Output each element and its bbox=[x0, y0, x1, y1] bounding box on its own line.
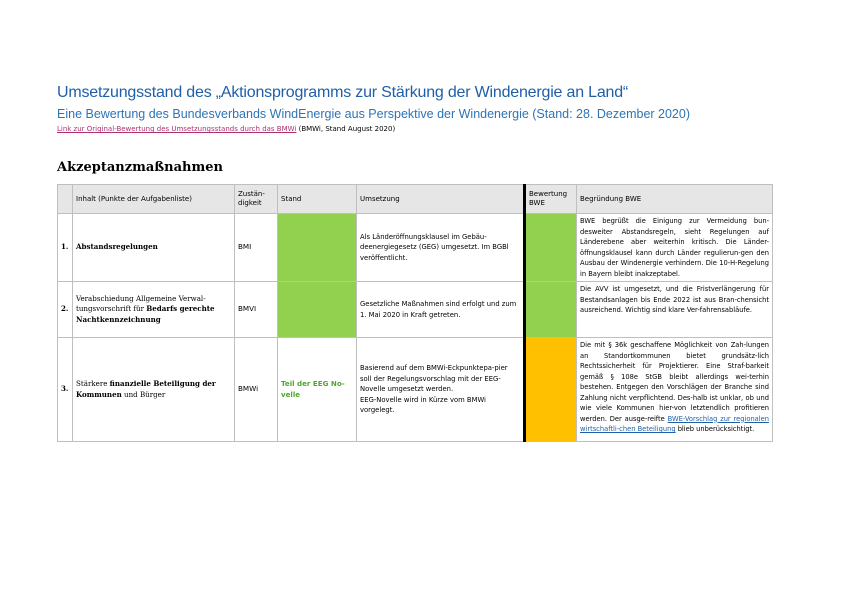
row-zustaendigkeit: BMWi bbox=[234, 337, 278, 442]
row-umsetzung: Als Länderöffnungsklausel im Gebäu-deene… bbox=[356, 213, 525, 282]
page-subtitle: Eine Bewertung des Bundesverbands WindEn… bbox=[57, 107, 691, 121]
page-title: Umsetzungsstand des „Aktionsprogramms zu… bbox=[57, 84, 629, 101]
row-begruendung: Die mit § 36k geschaffene Möglichkeit vo… bbox=[576, 337, 773, 442]
header-zustaendigkeit: Zustän-digkeit bbox=[234, 184, 278, 214]
header-begruendung: Begründung BWE bbox=[576, 184, 773, 214]
assessment-table: Inhalt (Punkte der Aufgabenliste) Zustän… bbox=[57, 184, 773, 442]
row-stand-status: Teil der EEG No-velle bbox=[277, 337, 357, 442]
original-assessment-link[interactable]: Link zur Original-Bewertung des Umsetzun… bbox=[57, 125, 297, 133]
row-inhalt-text: Verabschiedung Allgemeine Verwal-tungsvo… bbox=[76, 293, 206, 314]
umsetzung-text-2: EEG-Novelle wird in Kürze vom BMWi vorge… bbox=[360, 395, 486, 415]
row-umsetzung: Gesetzliche Maßnahmen sind erfolgt und z… bbox=[356, 281, 525, 338]
header-bewertung: Bewertung BWE bbox=[523, 184, 577, 214]
row-number: 3. bbox=[57, 337, 73, 442]
header-stand: Stand bbox=[277, 184, 357, 214]
table-row: 2. Verabschiedung Allgemeine Verwal-tung… bbox=[57, 281, 773, 338]
row-bewertung-status bbox=[523, 281, 577, 338]
row-inhalt: Abstandsregelungen bbox=[72, 213, 235, 282]
stand-label: Teil der EEG No-velle bbox=[281, 379, 345, 399]
begruendung-text-post: blieb unberücksichtigt. bbox=[675, 425, 755, 433]
row-inhalt: Verabschiedung Allgemeine Verwal-tungsvo… bbox=[72, 281, 235, 338]
row-zustaendigkeit: BMI bbox=[234, 213, 278, 282]
source-suffix: (BMWi, Stand August 2020) bbox=[296, 125, 396, 133]
row-stand-status bbox=[277, 213, 357, 282]
row-stand-status bbox=[277, 281, 357, 338]
row-number: 1. bbox=[57, 213, 73, 282]
row-bewertung-status bbox=[523, 213, 577, 282]
table-row: 1. Abstandsregelungen BMI Als Länderöffn… bbox=[57, 213, 773, 282]
header-inhalt: Inhalt (Punkte der Aufgabenliste) bbox=[72, 184, 235, 214]
begruendung-text: Die mit § 36k geschaffene Möglichkeit vo… bbox=[580, 341, 769, 423]
row-number: 2. bbox=[57, 281, 73, 338]
row-umsetzung: Basierend auf dem BMWi-Eckpunktepa-pier … bbox=[356, 337, 525, 442]
bwe-proposal-link[interactable]: BWE-Vorschlag zur regionalen wirtschaftl… bbox=[580, 414, 769, 434]
row-inhalt: Stärkere finanzielle Beteiligung der Kom… bbox=[72, 337, 235, 442]
row-inhalt-text: Stärkere bbox=[76, 379, 110, 389]
row-begruendung: BWE begrüßt die Einigung zur Vermeidung … bbox=[576, 213, 773, 282]
row-bewertung-status bbox=[523, 337, 577, 442]
row-inhalt-bold: Bedarfs gerechte Nachtkennzeichnung bbox=[76, 304, 215, 324]
source-line: Link zur Original-Bewertung des Umsetzun… bbox=[57, 125, 395, 133]
section-title: Akzeptanzmaßnahmen bbox=[57, 160, 223, 175]
row-begruendung: Die AVV ist umgesetzt, und die Fristverl… bbox=[576, 281, 773, 338]
row-inhalt-bold: finanzielle Beteiligung der Kommunen bbox=[76, 379, 216, 399]
row-zustaendigkeit: BMVI bbox=[234, 281, 278, 338]
row-inhalt-bold: Abstandsregelungen bbox=[76, 242, 158, 252]
table-row: 3. Stärkere finanzielle Beteiligung der … bbox=[57, 337, 773, 442]
row-inhalt-text-post: und Bürger bbox=[121, 389, 166, 399]
header-num bbox=[57, 184, 73, 214]
header-umsetzung: Umsetzung bbox=[356, 184, 525, 214]
table-header-row: Inhalt (Punkte der Aufgabenliste) Zustän… bbox=[57, 184, 773, 214]
umsetzung-text: Basierend auf dem BMWi-Eckpunktepa-pier … bbox=[360, 364, 508, 394]
